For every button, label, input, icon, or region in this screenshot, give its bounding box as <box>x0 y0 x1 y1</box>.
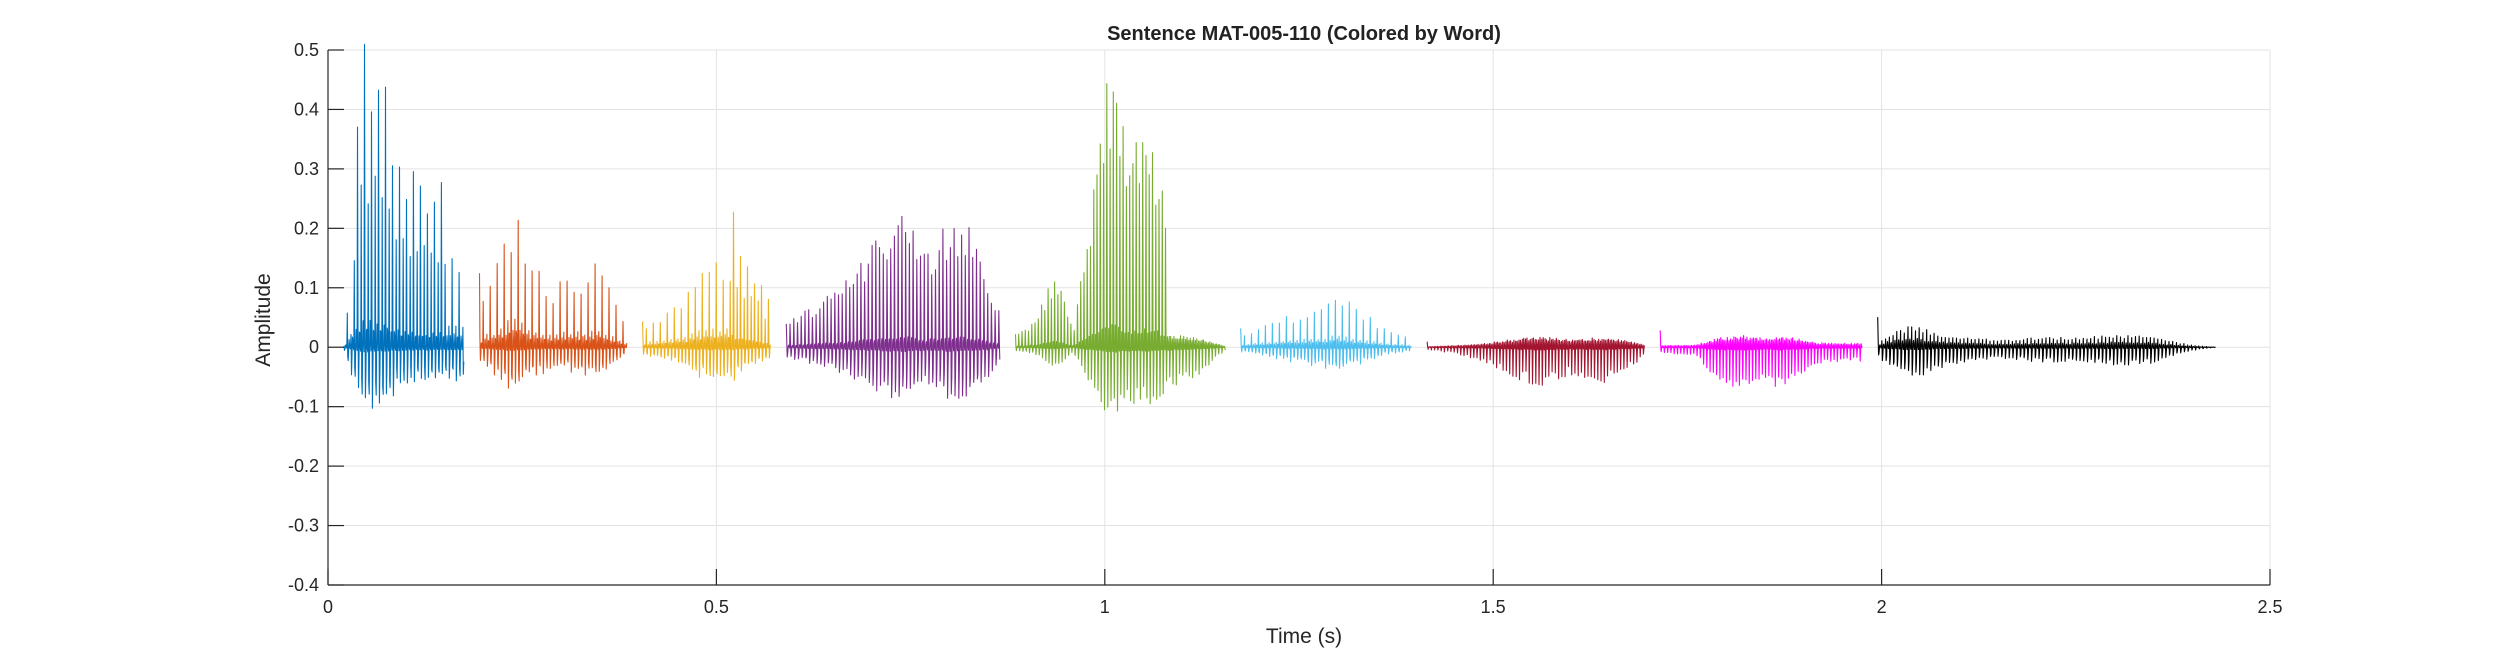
chart-title: Sentence MAT-005-110 (Colored by Word) <box>1107 23 1501 45</box>
x-tick-label: 1.5 <box>1481 597 1506 617</box>
y-tick-label: 0.4 <box>294 99 319 119</box>
x-tick-label: 0.5 <box>704 597 729 617</box>
x-tick-label: 1 <box>1100 597 1110 617</box>
word-waveform-3 <box>642 211 771 381</box>
word-waveform-9 <box>1877 317 2216 376</box>
x-axis-ticks: 0 0.5 1 1.5 2 2.5 <box>323 569 2283 617</box>
y-tick-label: -0.3 <box>288 516 319 536</box>
y-axis-label: Amplitude <box>252 273 275 366</box>
x-tick-label: 0 <box>323 597 333 617</box>
y-tick-label: 0.5 <box>294 40 319 60</box>
word-waveform-1 <box>343 43 465 409</box>
y-tick-label: -0.1 <box>288 397 319 417</box>
word-waveform-7 <box>1426 336 1645 386</box>
axes <box>327 50 2270 586</box>
word-waveform-6 <box>1240 299 1412 369</box>
y-tick-label: 0 <box>309 337 319 357</box>
y-tick-label: 0.3 <box>294 159 319 179</box>
x-tick-label: 2.5 <box>2257 597 2282 617</box>
word-waveform-4 <box>785 215 1001 399</box>
word-waveform-2 <box>478 219 628 389</box>
grid <box>327 49 2271 586</box>
y-tick-label: -0.2 <box>288 456 319 476</box>
word-waveform-5 <box>1014 83 1226 412</box>
y-tick-label: -0.4 <box>288 575 319 595</box>
y-axis-ticks: -0.4 -0.3 -0.2 -0.1 0 0.1 0.2 0.3 0.4 0.5 <box>288 40 344 595</box>
x-axis-label: Time (s) <box>1266 625 1342 648</box>
y-tick-label: 0.1 <box>294 278 319 298</box>
x-tick-label: 2 <box>1877 597 1887 617</box>
y-tick-label: 0.2 <box>294 218 319 238</box>
word-waveform-8 <box>1659 330 1863 387</box>
waveform-series <box>343 43 2216 412</box>
